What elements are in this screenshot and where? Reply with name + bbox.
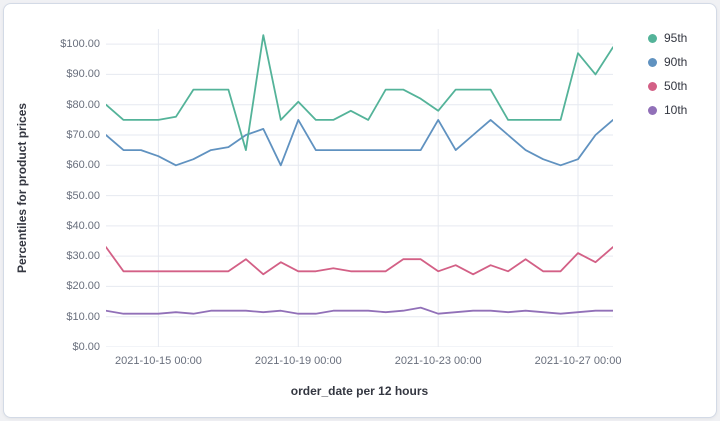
legend: 95th 90th 50th 10th: [648, 31, 687, 117]
legend-dot-icon: [648, 57, 657, 67]
y-tick-label: $50.00: [66, 189, 100, 202]
line-chart-svg[interactable]: [106, 29, 613, 347]
y-tick-label: $90.00: [66, 68, 100, 81]
y-tick-label: $80.00: [66, 98, 100, 111]
x-axis-tick-labels: 2021-10-15 00:00 2021-10-19 00:00 2021-10-…: [106, 354, 621, 370]
legend-item-10th[interactable]: 10th: [648, 103, 687, 117]
y-tick-label: $70.00: [66, 129, 100, 141]
legend-dot-icon: [648, 105, 657, 115]
y-tick-label: $20.00: [66, 280, 100, 293]
legend-label: 95th: [664, 31, 688, 45]
legend-item-50th[interactable]: 50th: [648, 79, 687, 93]
x-tick-label: 2021-10-23 00:00: [394, 355, 482, 367]
legend-dot-icon: [648, 81, 657, 91]
x-tick-label: 2021-10-27 00:00: [534, 355, 622, 367]
y-tick-label: $40.00: [66, 219, 100, 232]
series-line-10th: [106, 306, 613, 315]
y-axis-title: Percentiles for product prices: [15, 102, 29, 274]
x-tick-label: 2021-10-19 00:00: [254, 355, 342, 367]
legend-label: 90th: [664, 55, 688, 69]
y-tick-label: $100.00: [60, 38, 100, 51]
series-line-50th: [106, 246, 613, 276]
y-tick-label: $10.00: [66, 310, 100, 323]
y-axis-tick-labels: $0.00 $10.00 $20.00 $30.00 $40.00 $50.00 $60.0…: [34, 29, 100, 353]
series-line-95th: [106, 34, 613, 151]
legend-label: 50th: [664, 79, 688, 93]
x-tick-label: 2021-10-15 00:00: [115, 355, 202, 367]
legend-item-95th[interactable]: 95th: [648, 31, 687, 45]
series-line-90th: [106, 119, 613, 167]
chart-card: Percentiles for product prices $0.00 $10.…: [3, 3, 717, 418]
legend-dot-icon: [648, 33, 657, 43]
y-tick-label: $0.00: [72, 341, 100, 353]
legend-label: 10th: [664, 103, 688, 117]
y-tick-label: $30.00: [66, 250, 100, 263]
x-axis-title: order_date per 12 hours: [290, 384, 429, 398]
y-tick-label: $60.00: [66, 159, 100, 172]
plot-area[interactable]: [106, 29, 613, 347]
legend-item-90th[interactable]: 90th: [648, 55, 687, 69]
